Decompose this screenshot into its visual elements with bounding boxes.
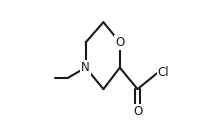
Text: O: O: [133, 105, 142, 118]
Text: Cl: Cl: [158, 66, 169, 79]
Text: N: N: [81, 61, 90, 74]
Text: O: O: [115, 36, 125, 49]
